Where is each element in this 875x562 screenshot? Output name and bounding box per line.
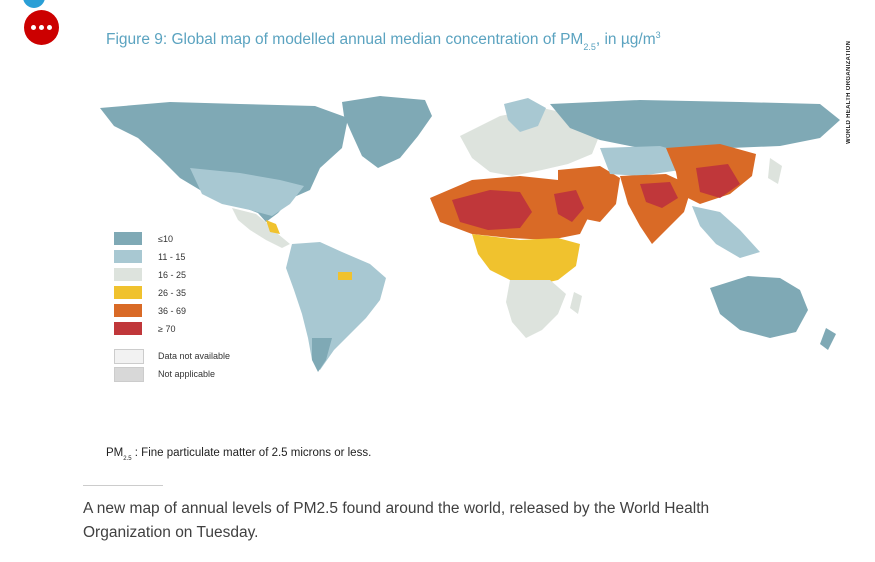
legend-swatch bbox=[114, 250, 142, 263]
new-zealand-region bbox=[820, 328, 836, 350]
legend-swatch bbox=[114, 286, 142, 299]
legend-swatch bbox=[114, 232, 142, 245]
india-hotspot bbox=[640, 182, 678, 208]
russia-region bbox=[550, 100, 840, 150]
legend-item: 26 - 35 bbox=[114, 286, 274, 300]
legend-label: Not applicable bbox=[158, 369, 216, 379]
legend-item: 11 - 15 bbox=[114, 250, 274, 264]
footnote-subscript: 2.5 bbox=[123, 456, 132, 462]
legend-item: Data not available bbox=[114, 349, 274, 364]
legend-label: 11 - 15 bbox=[158, 252, 186, 262]
central-america-hotspot bbox=[266, 220, 280, 234]
more-dot-icon bbox=[47, 25, 52, 30]
europe-region bbox=[460, 108, 600, 176]
japan-region bbox=[768, 158, 782, 184]
usa-region bbox=[190, 168, 304, 216]
figure-title-subscript: 2.5 bbox=[583, 42, 596, 52]
world-map bbox=[80, 8, 860, 474]
legend-label: ≥ 70 bbox=[158, 324, 176, 334]
legend-item: ≤10 bbox=[114, 232, 274, 246]
figure-footnote: PM2.5 : Fine particulate matter of 2.5 m… bbox=[106, 447, 372, 462]
sahara-hotspot bbox=[452, 190, 532, 230]
legend-swatch bbox=[114, 268, 142, 281]
footnote-pm: PM bbox=[106, 447, 124, 459]
legend-swatch bbox=[114, 367, 144, 382]
top-strip bbox=[0, 0, 875, 8]
greenland-region bbox=[342, 96, 432, 168]
legend-swatch bbox=[114, 322, 142, 335]
southeast-asia-region bbox=[692, 206, 760, 258]
legend-item: 36 - 69 bbox=[114, 304, 274, 318]
africa-south-region bbox=[506, 280, 566, 338]
madagascar-region bbox=[570, 292, 582, 314]
legend-label: 36 - 69 bbox=[158, 306, 187, 316]
legend-item: Not applicable bbox=[114, 367, 274, 382]
south-america-south bbox=[312, 338, 332, 372]
figure-image: Figure 9: Global map of modelled annual … bbox=[80, 8, 860, 474]
figure-title: Figure 9: Global map of modelled annual … bbox=[106, 30, 661, 52]
image-caption: A new map of annual levels of PM2.5 foun… bbox=[83, 500, 710, 541]
legend-label: 26 - 35 bbox=[158, 288, 187, 298]
arabia-hotspot bbox=[554, 190, 584, 222]
south-america-region bbox=[286, 242, 386, 370]
figure-title-after: , in µg/m bbox=[595, 31, 656, 48]
figure-title-superscript: 3 bbox=[655, 30, 661, 40]
scandinavia-region bbox=[504, 98, 546, 132]
share-icon[interactable] bbox=[23, 0, 45, 8]
legend-swatch bbox=[114, 349, 144, 364]
more-dot-icon bbox=[31, 25, 36, 30]
legend-swatch bbox=[114, 304, 142, 317]
footnote-text: : Fine particulate matter of 2.5 microns… bbox=[134, 447, 372, 459]
legend-label: Data not available bbox=[158, 351, 231, 361]
legend-label: ≤10 bbox=[158, 234, 173, 244]
africa-central-region bbox=[472, 234, 580, 286]
legend-label: 16 - 25 bbox=[158, 270, 187, 280]
central-america-region bbox=[232, 208, 290, 248]
australia-region bbox=[710, 276, 808, 338]
china-hotspot bbox=[696, 164, 740, 198]
figure-title-main: Figure 9: Global map of modelled annual … bbox=[106, 31, 584, 48]
caption-divider bbox=[83, 485, 163, 486]
more-options-button[interactable] bbox=[24, 10, 59, 45]
south-america-hotspot bbox=[338, 272, 352, 280]
side-credit: WORLD HEALTH ORGANIZATION bbox=[846, 40, 852, 144]
legend-item: ≥ 70 bbox=[114, 322, 274, 336]
legend-item: 16 - 25 bbox=[114, 268, 274, 282]
more-dot-icon bbox=[39, 25, 44, 30]
